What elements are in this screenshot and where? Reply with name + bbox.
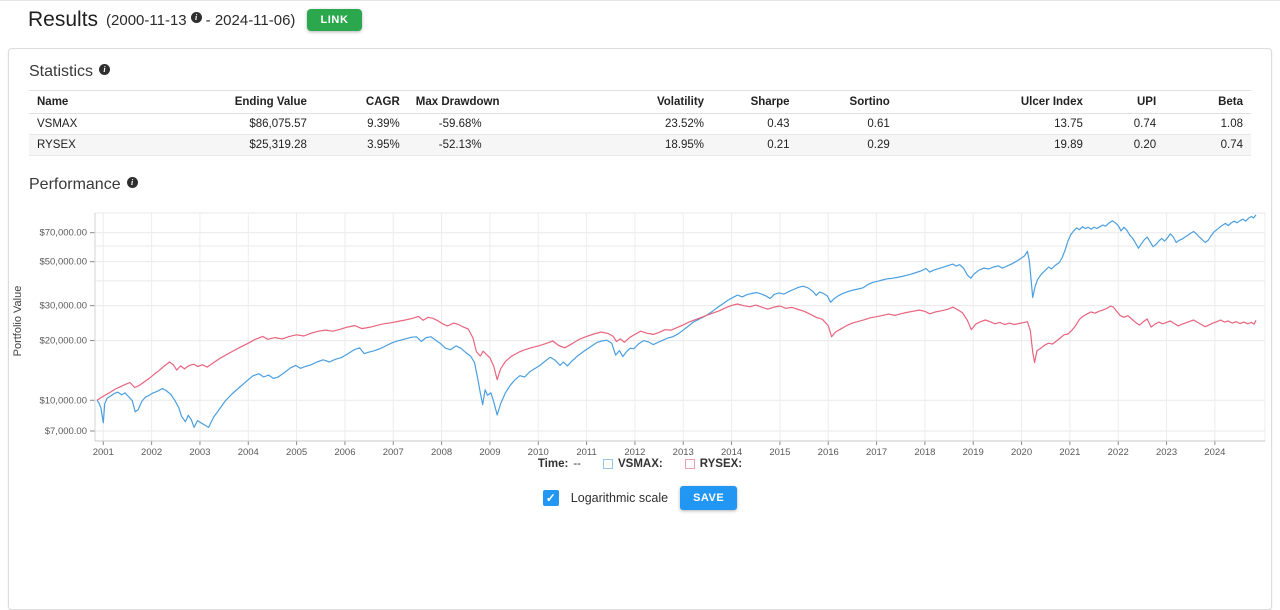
x-tick-label: 2024: [1204, 447, 1225, 457]
x-tick-label: 2022: [1108, 447, 1129, 457]
x-tick-label: 2002: [141, 447, 162, 457]
x-tick-label: 2012: [624, 447, 645, 457]
chart-legend: Time: -- VSMAX: RYSEX:: [9, 458, 1271, 470]
vsmax-beta: 1.08: [1164, 113, 1251, 135]
vsmax-ending-value: $86,075.57: [151, 113, 315, 135]
col-sharpe: Sharpe: [712, 90, 798, 114]
rysex-volatility: 18.95%: [489, 134, 713, 156]
x-tick-label: 2011: [576, 447, 596, 457]
y-tick-label: $7,000.00: [45, 426, 87, 437]
col-ending-value: Ending Value: [151, 90, 315, 114]
x-tick-label: 2001: [93, 447, 114, 457]
col-beta: Beta: [1164, 90, 1251, 114]
vsmax-sharpe: 0.43: [712, 113, 798, 135]
vsmax-volatility: 23.52%: [489, 113, 713, 135]
col-ulcer-index: Ulcer Index: [897, 90, 1091, 114]
legend-item-rysex[interactable]: RYSEX:: [684, 458, 743, 470]
rysex-legend-swatch: [684, 459, 695, 469]
x-tick-label: 2018: [914, 447, 935, 457]
vsmax-legend-label: VSMAX:: [618, 458, 663, 470]
x-tick-label: 2009: [479, 447, 500, 457]
statistics-section-title: Statistics i: [29, 63, 111, 81]
legend-time-label: Time:: [537, 458, 569, 470]
date-range: (2000-11-13 i - 2024-11-06): [106, 11, 296, 29]
logarithmic-scale-checkbox[interactable]: ✓: [542, 490, 559, 506]
col-max-drawdown: Max Drawdown: [407, 90, 500, 114]
x-tick-label: 2014: [721, 447, 742, 457]
performance-info-icon[interactable]: i: [126, 176, 138, 188]
col-upi: UPI: [1090, 90, 1165, 114]
statistics-table: Name Ending Value CAGR Max Drawdown Vola…: [29, 90, 1251, 156]
logarithmic-scale-label[interactable]: Logarithmic scale: [570, 491, 669, 505]
vsmax-cagr: 9.39%: [314, 113, 408, 135]
y-tick-label: $50,000.00: [39, 257, 87, 268]
rysex-name: RYSEX: [29, 134, 152, 156]
rysex-sharpe: 0.21: [712, 134, 798, 156]
performance-chart-svg[interactable]: $7,000.00 $10,000.00 $20,000.00 $30,000.00 $…: [9, 205, 1271, 458]
y-tick-label: $30,000.00: [39, 301, 87, 312]
chart-controls: ✓ Logarithmic scale SAVE: [9, 486, 1271, 510]
results-card: Statistics i Name Ending Value CAGR Max …: [8, 48, 1272, 610]
x-tick-label: 2010: [528, 447, 549, 457]
rysex-legend-label: RYSEX:: [699, 458, 743, 470]
y-tick-label: $20,000.00: [39, 336, 87, 347]
y-tick-label: $70,000.00: [39, 228, 87, 239]
x-tick-label: 2020: [1011, 447, 1032, 457]
rysex-sortino: 0.29: [797, 134, 898, 156]
x-tick-label: 2005: [286, 447, 307, 457]
x-tick-label: 2008: [431, 447, 452, 457]
statistics-title-text: Statistics: [29, 63, 94, 80]
x-tick-label: 2019: [963, 447, 984, 457]
vsmax-sortino: 0.61: [797, 113, 898, 135]
vsmax-max-drawdown: -59.68%: [407, 113, 490, 135]
page-title: Results: [28, 8, 99, 31]
col-name: Name: [29, 90, 152, 114]
y-axis-title: Portfolio Value: [12, 285, 24, 357]
statistics-info-icon[interactable]: i: [99, 63, 111, 75]
performance-section-title: Performance i: [29, 176, 138, 194]
x-tick-label: 2015: [769, 447, 790, 457]
rysex-ending-value: $25,319.28: [151, 134, 315, 156]
vsmax-series-line: [96, 214, 1257, 428]
rysex-upi: 0.20: [1090, 134, 1165, 156]
rysex-beta: 0.74: [1164, 134, 1251, 156]
x-tick-label: 2003: [189, 447, 210, 457]
y-tick-label: $10,000.00: [39, 395, 87, 406]
vsmax-legend-swatch: [603, 459, 613, 469]
date-range-start: (2000-11-13: [106, 11, 187, 29]
x-tick-label: 2017: [866, 447, 887, 457]
rysex-cagr: 3.95%: [314, 134, 408, 156]
rysex-ulcer-index: 19.89: [897, 134, 1091, 156]
vsmax-name: VSMAX: [29, 113, 152, 135]
performance-title-text: Performance: [29, 176, 121, 193]
table-header-row: Name Ending Value CAGR Max Drawdown Vola…: [29, 90, 1251, 114]
col-sortino: Sortino: [797, 90, 898, 114]
col-volatility: Volatility: [489, 90, 713, 114]
link-button[interactable]: LINK: [307, 9, 362, 31]
page-header: Results (2000-11-13 i - 2024-11-06) LINK: [0, 1, 1280, 32]
x-tick-label: 2023: [1156, 447, 1177, 457]
col-cagr: CAGR: [314, 90, 408, 114]
save-button[interactable]: SAVE: [680, 486, 738, 510]
x-tick-label: 2021: [1059, 447, 1080, 457]
legend-time: Time: --: [538, 458, 581, 470]
legend-item-vsmax[interactable]: VSMAX:: [603, 458, 663, 470]
table-row-rysex: RYSEX $25,319.28 3.95% -52.13% 18.95% 0.…: [29, 134, 1251, 156]
x-tick-label: 2007: [383, 447, 404, 457]
date-info-icon[interactable]: i: [190, 11, 202, 23]
x-tick-label: 2006: [334, 447, 355, 457]
legend-time-value: --: [573, 458, 581, 470]
vsmax-upi: 0.74: [1090, 113, 1165, 135]
rysex-max-drawdown: -52.13%: [407, 134, 490, 156]
x-tick-label: 2016: [818, 447, 839, 457]
date-range-end: - 2024-11-06): [205, 11, 296, 29]
table-row-vsmax: VSMAX $86,075.57 9.39% -59.68% 23.52% 0.…: [29, 113, 1251, 135]
x-tick-label: 2013: [673, 447, 694, 457]
x-tick-label: 2004: [238, 447, 259, 457]
performance-chart-area: Portfolio Value $7,000.00 $10,000.00 $20,0…: [9, 205, 1271, 458]
vsmax-ulcer-index: 13.75: [897, 113, 1091, 135]
rysex-series-line: [96, 303, 1257, 401]
